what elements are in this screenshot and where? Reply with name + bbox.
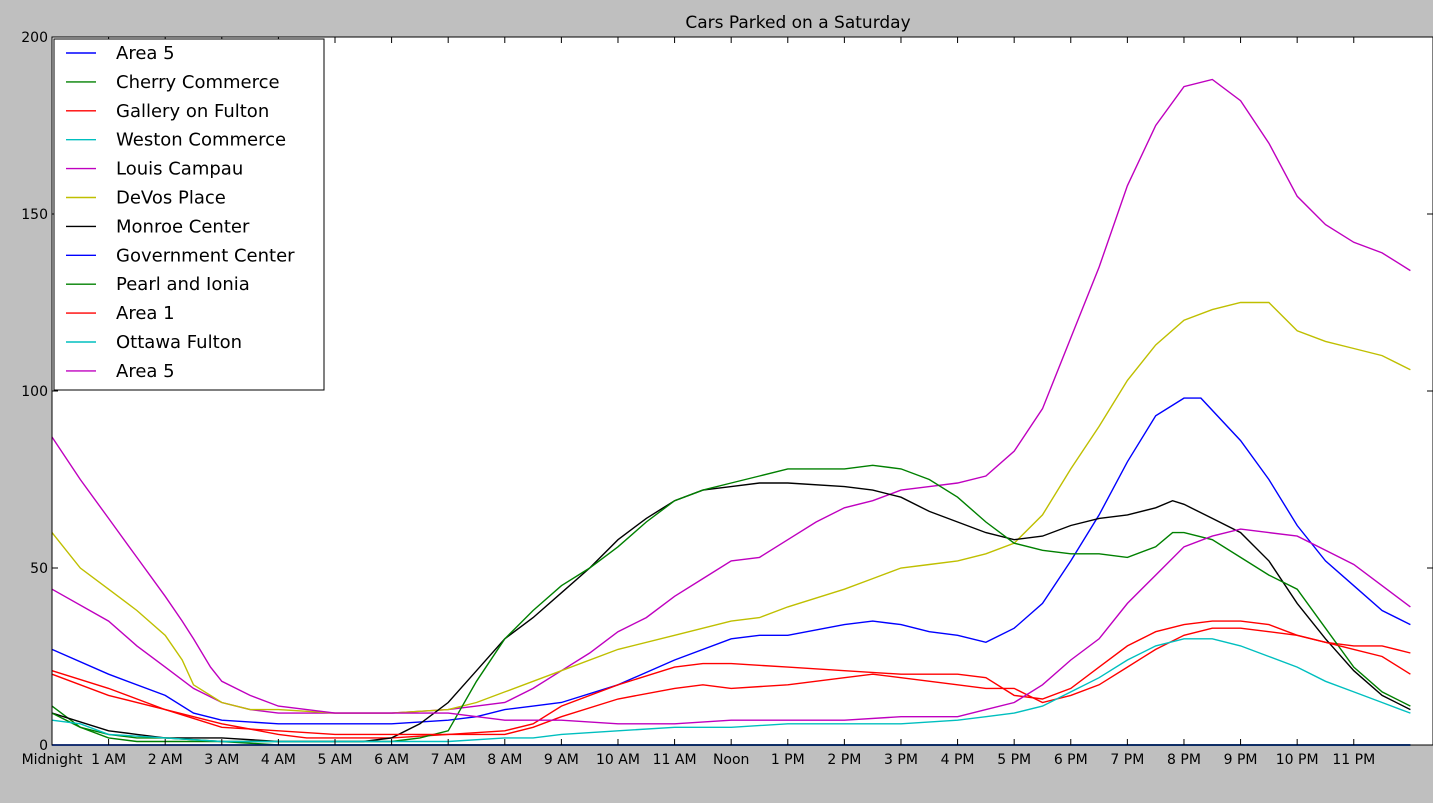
x-tick-label-0: Midnight <box>22 752 83 768</box>
series-line-5 <box>51 301 1411 714</box>
chart-title: Cars Parked on a Saturday <box>685 13 910 33</box>
legend-label-11: Area 5 <box>116 361 175 382</box>
x-tick-label-8: 8 AM <box>487 752 522 768</box>
x-tick-label-4: 4 AM <box>261 752 296 768</box>
x-tick-label-6: 6 AM <box>374 752 409 768</box>
legend-label-10: Ottawa Fulton <box>116 332 242 353</box>
y-tick-label-0: 0 <box>39 738 48 754</box>
legend-label-8: Pearl and Ionia <box>116 274 250 295</box>
legend: Area 5 Cherry Commerce Gallery on Fulton We… <box>53 38 325 391</box>
series-line-9 <box>51 627 1411 736</box>
series-line-6 <box>51 482 1411 743</box>
x-tick-label-5: 5 AM <box>317 752 352 768</box>
series-line-10 <box>51 638 1411 743</box>
legend-label-6: Monroe Center <box>116 216 250 237</box>
legend-label-1: Cherry Commerce <box>116 72 280 93</box>
x-tick-label-12: Noon <box>713 752 749 768</box>
ticks-layer: 0 50 100 150 200 Midnight 1 AM 2 AM 3 AM 4 AM 5 AM… <box>21 30 1433 768</box>
x-tick-label-9: 9 AM <box>544 752 579 768</box>
x-tick-label-21: 9 PM <box>1224 752 1258 768</box>
legend-label-0: Area 5 <box>116 43 175 64</box>
x-tick-label-13: 1 PM <box>771 752 805 768</box>
series-line-11 <box>51 436 1411 725</box>
x-tick-label-2: 2 AM <box>148 752 183 768</box>
legend-label-2: Gallery on Fulton <box>116 101 269 122</box>
x-tick-label-16: 4 PM <box>941 752 975 768</box>
legend-label-3: Weston Commerce <box>116 130 286 151</box>
x-tick-label-10: 10 AM <box>596 752 640 768</box>
y-tick-label-4: 200 <box>21 30 48 46</box>
legend-label-4: Louis Campau <box>116 159 243 180</box>
x-tick-label-23: 11 PM <box>1332 752 1375 768</box>
x-tick-label-7: 7 AM <box>431 752 466 768</box>
series-line-0 <box>51 397 1411 725</box>
y-tick-label-3: 150 <box>21 207 48 223</box>
series-line-2 <box>51 620 1411 739</box>
x-tick-label-17: 5 PM <box>997 752 1031 768</box>
x-tick-label-15: 3 PM <box>884 752 918 768</box>
legend-label-7: Government Center <box>116 245 295 266</box>
x-tick-label-18: 6 PM <box>1054 752 1088 768</box>
x-tick-label-14: 2 PM <box>827 752 861 768</box>
x-tick-label-1: 1 AM <box>91 752 126 768</box>
y-tick-label-1: 50 <box>30 561 48 577</box>
x-tick-label-3: 3 AM <box>204 752 239 768</box>
x-tick-label-22: 10 PM <box>1276 752 1319 768</box>
legend-frame <box>53 38 325 391</box>
legend-label-9: Area 1 <box>116 303 175 324</box>
series-line-4 <box>51 78 1411 714</box>
x-tick-label-19: 7 PM <box>1110 752 1144 768</box>
x-tick-label-20: 8 PM <box>1167 752 1201 768</box>
y-tick-label-2: 100 <box>21 384 48 400</box>
legend-label-5: DeVos Place <box>116 188 226 209</box>
x-tick-label-11: 11 AM <box>653 752 697 768</box>
